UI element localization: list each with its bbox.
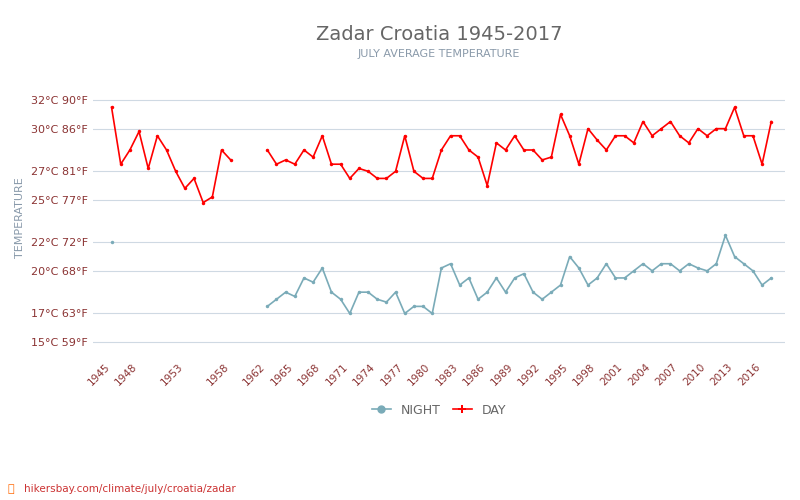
Legend: NIGHT, DAY: NIGHT, DAY — [367, 399, 511, 422]
Text: JULY AVERAGE TEMPERATURE: JULY AVERAGE TEMPERATURE — [358, 50, 520, 59]
Text: hikersbay.com/climate/july/croatia/zadar: hikersbay.com/climate/july/croatia/zadar — [24, 484, 236, 494]
Title: Zadar Croatia 1945-2017: Zadar Croatia 1945-2017 — [316, 25, 562, 44]
Text: 📍: 📍 — [8, 484, 14, 494]
Y-axis label: TEMPERATURE: TEMPERATURE — [15, 177, 25, 258]
